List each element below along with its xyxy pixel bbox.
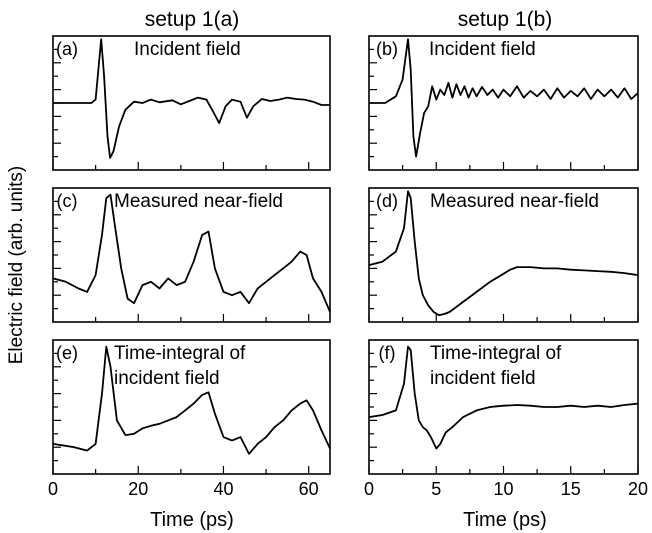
- data-line: [53, 38, 330, 159]
- x-axis-label-left: Time (ps): [150, 509, 234, 531]
- x-tick-label: 15: [561, 479, 581, 499]
- data-line: [52, 193, 331, 313]
- panel-d: (d) Measured near-field: [368, 187, 639, 323]
- panel-title: Incident field: [134, 39, 241, 60]
- panel-title: Measured near-field: [430, 191, 599, 212]
- panel-a: (a) Incident field: [52, 35, 331, 171]
- panel-letter: (c): [57, 191, 78, 211]
- panel-letter: (b): [376, 39, 398, 59]
- y-axis-label: Electric field (arb. units): [6, 166, 27, 365]
- data-line: [52, 345, 331, 455]
- panel-letter: (a): [56, 39, 78, 59]
- panel-title: Time-integral of: [430, 343, 562, 364]
- x-tick-label: 10: [493, 479, 513, 499]
- panels: (a) Incident field (b) Incident field (c) Mea…: [48, 35, 648, 499]
- panel-b: (b) Incident field: [368, 35, 639, 171]
- x-tick-label: 20: [628, 479, 648, 499]
- data-line: [369, 38, 639, 158]
- panel-letter: (d): [376, 191, 398, 211]
- panel-c: (c) Measured near-field: [52, 187, 331, 323]
- x-tick-label: 5: [431, 479, 441, 499]
- panel-f: 0 5 10 15 20 (f) Time-integral of incident fiel…: [364, 339, 648, 499]
- column-title-left: setup 1(a): [145, 8, 240, 31]
- panel-title: Incident field: [429, 39, 536, 60]
- x-tick-label: 0: [364, 479, 374, 499]
- panel-title: Time-integral of: [114, 343, 246, 364]
- data-line: [368, 345, 639, 450]
- panel-letter: (f): [379, 343, 396, 363]
- x-tick-label: 20: [128, 479, 148, 499]
- panel-title: Measured near-field: [114, 191, 283, 212]
- panel-e: 0 20 40 60 (e) Time-integral of incident field: [48, 339, 331, 499]
- panel-title: incident field: [114, 368, 220, 389]
- column-title-right: setup 1(b): [458, 8, 553, 31]
- x-tick-label: 60: [299, 479, 319, 499]
- panel-title: incident field: [430, 368, 536, 389]
- x-tick-label: 40: [213, 479, 233, 499]
- data-line: [368, 190, 639, 317]
- x-axis-label-right: Time (ps): [463, 509, 547, 531]
- panel-letter: (e): [56, 343, 78, 363]
- x-tick-label: 0: [48, 479, 58, 499]
